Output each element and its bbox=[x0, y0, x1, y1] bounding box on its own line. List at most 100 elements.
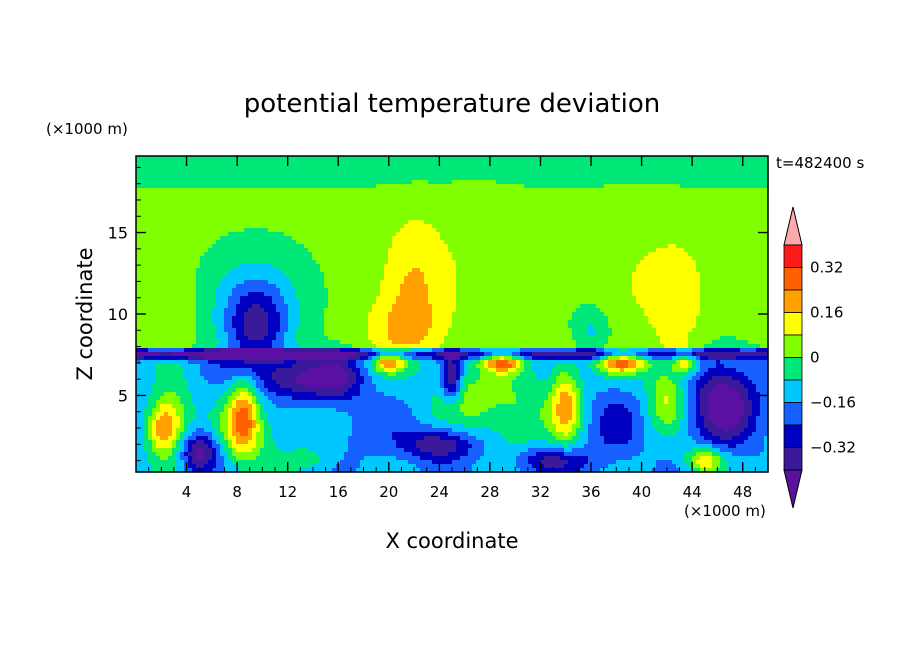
contour-cell bbox=[448, 228, 453, 233]
contour-cell bbox=[588, 244, 593, 249]
contour-cell bbox=[744, 168, 749, 173]
contour-cell bbox=[204, 236, 209, 241]
contour-cell bbox=[464, 204, 469, 209]
contour-cell bbox=[484, 172, 489, 177]
contour-cell bbox=[308, 204, 313, 209]
contour-cell bbox=[440, 164, 445, 169]
contour-cell bbox=[392, 268, 397, 273]
contour-cell bbox=[340, 272, 345, 277]
contour-cell bbox=[340, 244, 345, 249]
contour-cell bbox=[220, 220, 225, 225]
contour-cell bbox=[532, 164, 537, 169]
contour-cell bbox=[572, 192, 577, 197]
contour-cell bbox=[280, 232, 285, 237]
contour-cell bbox=[644, 188, 649, 193]
contour-cell bbox=[284, 264, 289, 269]
contour-cell bbox=[736, 172, 741, 177]
contour-cell bbox=[660, 192, 665, 197]
contour-cell bbox=[316, 172, 321, 177]
contour-cell bbox=[492, 220, 497, 225]
contour-cell bbox=[384, 280, 389, 285]
contour-cell bbox=[196, 276, 201, 281]
contour-cell bbox=[152, 172, 157, 177]
contour-cell bbox=[468, 244, 473, 249]
contour-cell bbox=[316, 212, 321, 217]
contour-cell bbox=[532, 224, 537, 229]
contour-cell bbox=[612, 196, 617, 201]
contour-cell bbox=[612, 208, 617, 213]
contour-cell bbox=[732, 168, 737, 173]
contour-cell bbox=[592, 160, 597, 165]
contour-cell bbox=[296, 228, 301, 233]
contour-cell bbox=[420, 156, 425, 161]
contour-cell bbox=[356, 212, 361, 217]
contour-cell bbox=[276, 248, 281, 253]
contour-cell bbox=[608, 208, 613, 213]
contour-cell bbox=[396, 176, 401, 181]
contour-cell bbox=[648, 200, 653, 205]
contour-cell bbox=[248, 276, 253, 281]
contour-cell bbox=[224, 176, 229, 181]
contour-cell bbox=[520, 184, 525, 189]
contour-cell bbox=[628, 208, 633, 213]
contour-cell bbox=[380, 212, 385, 217]
contour-cell bbox=[360, 240, 365, 245]
contour-cell bbox=[252, 232, 257, 237]
contour-cell bbox=[276, 272, 281, 277]
contour-cell bbox=[672, 212, 677, 217]
contour-cell bbox=[280, 156, 285, 161]
contour-cell bbox=[304, 220, 309, 225]
contour-cell bbox=[400, 212, 405, 217]
contour-cell bbox=[412, 192, 417, 197]
contour-cell bbox=[212, 244, 217, 249]
contour-cell bbox=[696, 180, 701, 185]
contour-cell bbox=[700, 232, 705, 237]
contour-cell bbox=[292, 200, 297, 205]
contour-cell bbox=[276, 176, 281, 181]
contour-cell bbox=[468, 188, 473, 193]
contour-cell bbox=[180, 180, 185, 185]
contour-cell bbox=[272, 276, 277, 281]
contour-cell bbox=[200, 212, 205, 217]
contour-cell bbox=[756, 184, 761, 189]
contour-cell bbox=[620, 188, 625, 193]
contour-cell bbox=[404, 280, 409, 285]
contour-cell bbox=[540, 260, 545, 265]
contour-cell bbox=[564, 240, 569, 245]
contour-cell bbox=[356, 196, 361, 201]
contour-cell bbox=[420, 228, 425, 233]
contour-cell bbox=[336, 164, 341, 169]
contour-cell bbox=[224, 232, 229, 237]
contour-cell bbox=[356, 260, 361, 265]
contour-cell bbox=[480, 188, 485, 193]
contour-cell bbox=[204, 208, 209, 213]
contour-cell bbox=[376, 204, 381, 209]
contour-cell bbox=[656, 196, 661, 201]
contour-cell bbox=[684, 256, 689, 261]
contour-cell bbox=[508, 264, 513, 269]
contour-cell bbox=[324, 224, 329, 229]
contour-cell bbox=[172, 220, 177, 225]
contour-cell bbox=[352, 260, 357, 265]
contour-cell bbox=[752, 260, 757, 265]
contour-cell bbox=[368, 180, 373, 185]
contour-cell bbox=[368, 188, 373, 193]
contour-cell bbox=[424, 184, 429, 189]
contour-cell bbox=[584, 228, 589, 233]
contour-cell bbox=[604, 176, 609, 181]
contour-cell bbox=[516, 224, 521, 229]
contour-cell bbox=[180, 248, 185, 253]
contour-cell bbox=[516, 212, 521, 217]
contour-cell bbox=[224, 168, 229, 173]
contour-cell bbox=[352, 216, 357, 221]
contour-cell bbox=[280, 240, 285, 245]
contour-cell bbox=[700, 184, 705, 189]
contour-cell bbox=[436, 256, 441, 261]
contour-cell bbox=[704, 200, 709, 205]
contour-cell bbox=[584, 268, 589, 273]
contour-cell bbox=[668, 188, 673, 193]
contour-cell bbox=[328, 212, 333, 217]
contour-cell bbox=[228, 200, 233, 205]
contour-cell bbox=[288, 156, 293, 161]
contour-cell bbox=[364, 232, 369, 237]
